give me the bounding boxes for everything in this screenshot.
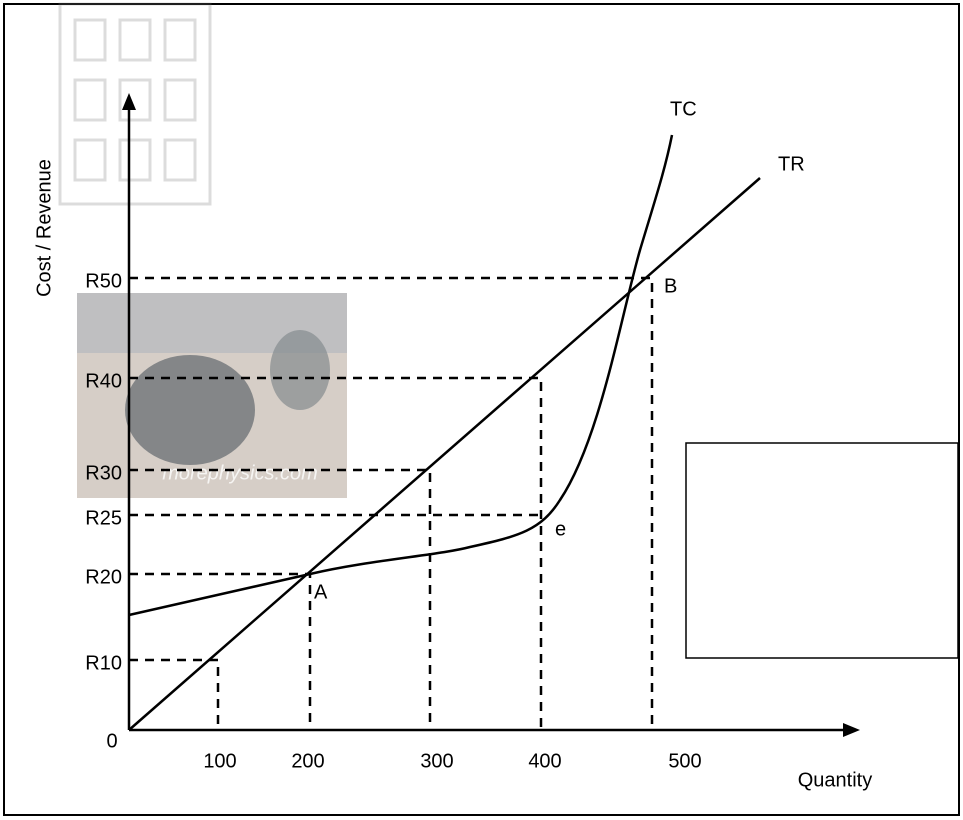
point-label: e xyxy=(555,518,566,540)
y-tick-label: R25 xyxy=(85,507,122,529)
curve-label: TR xyxy=(778,153,805,175)
point-label: A xyxy=(314,581,328,603)
y-tick-label: R30 xyxy=(85,462,122,484)
x-tick-label: 200 xyxy=(291,750,324,772)
diagram: morephysics.com Cost / Revenue Quantity … xyxy=(0,0,963,820)
x-tick-label: 300 xyxy=(420,750,453,772)
point-label: B xyxy=(664,275,677,297)
empty-box xyxy=(686,443,958,658)
x-tick-label: 400 xyxy=(528,750,561,772)
y-tick-label: R50 xyxy=(85,270,122,292)
y-tick-label: R20 xyxy=(85,566,122,588)
origin-label: 0 xyxy=(106,730,117,752)
x-axis-title: Quantity xyxy=(798,769,872,791)
y-axis-title: Cost / Revenue xyxy=(33,159,55,297)
watermark-text: morephysics.com xyxy=(162,462,318,484)
y-tick-label: R10 xyxy=(85,652,122,674)
curve-label: TC xyxy=(670,98,697,120)
x-tick-label: 100 xyxy=(203,750,236,772)
x-tick-label: 500 xyxy=(668,750,701,772)
y-tick-label: R40 xyxy=(85,370,122,392)
